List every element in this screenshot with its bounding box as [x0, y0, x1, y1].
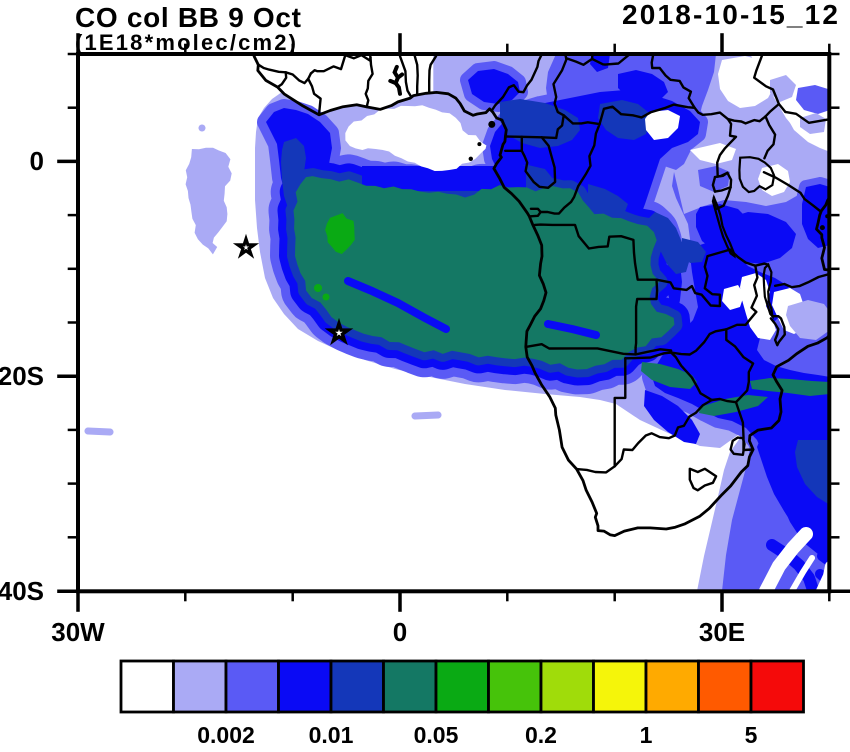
svg-text:30E: 30E: [699, 617, 745, 647]
svg-text:5: 5: [745, 722, 758, 747]
svg-text:1: 1: [640, 722, 653, 747]
svg-text:0.05: 0.05: [414, 722, 459, 747]
svg-text:0: 0: [30, 146, 44, 176]
svg-text:2018-10-15_12: 2018-10-15_12: [622, 0, 838, 30]
svg-text:CO col BB 9 Oct: CO col BB 9 Oct: [75, 2, 301, 33]
svg-text:0.2: 0.2: [525, 722, 557, 747]
svg-text:0.01: 0.01: [309, 722, 354, 747]
svg-text:0: 0: [393, 617, 407, 647]
svg-text:30W: 30W: [51, 617, 105, 647]
svg-text:20S: 20S: [0, 361, 44, 391]
svg-text:40S: 40S: [0, 576, 44, 606]
svg-text:0.002: 0.002: [197, 722, 255, 747]
svg-text:(1E18*molec/cm2): (1E18*molec/cm2): [75, 30, 296, 55]
